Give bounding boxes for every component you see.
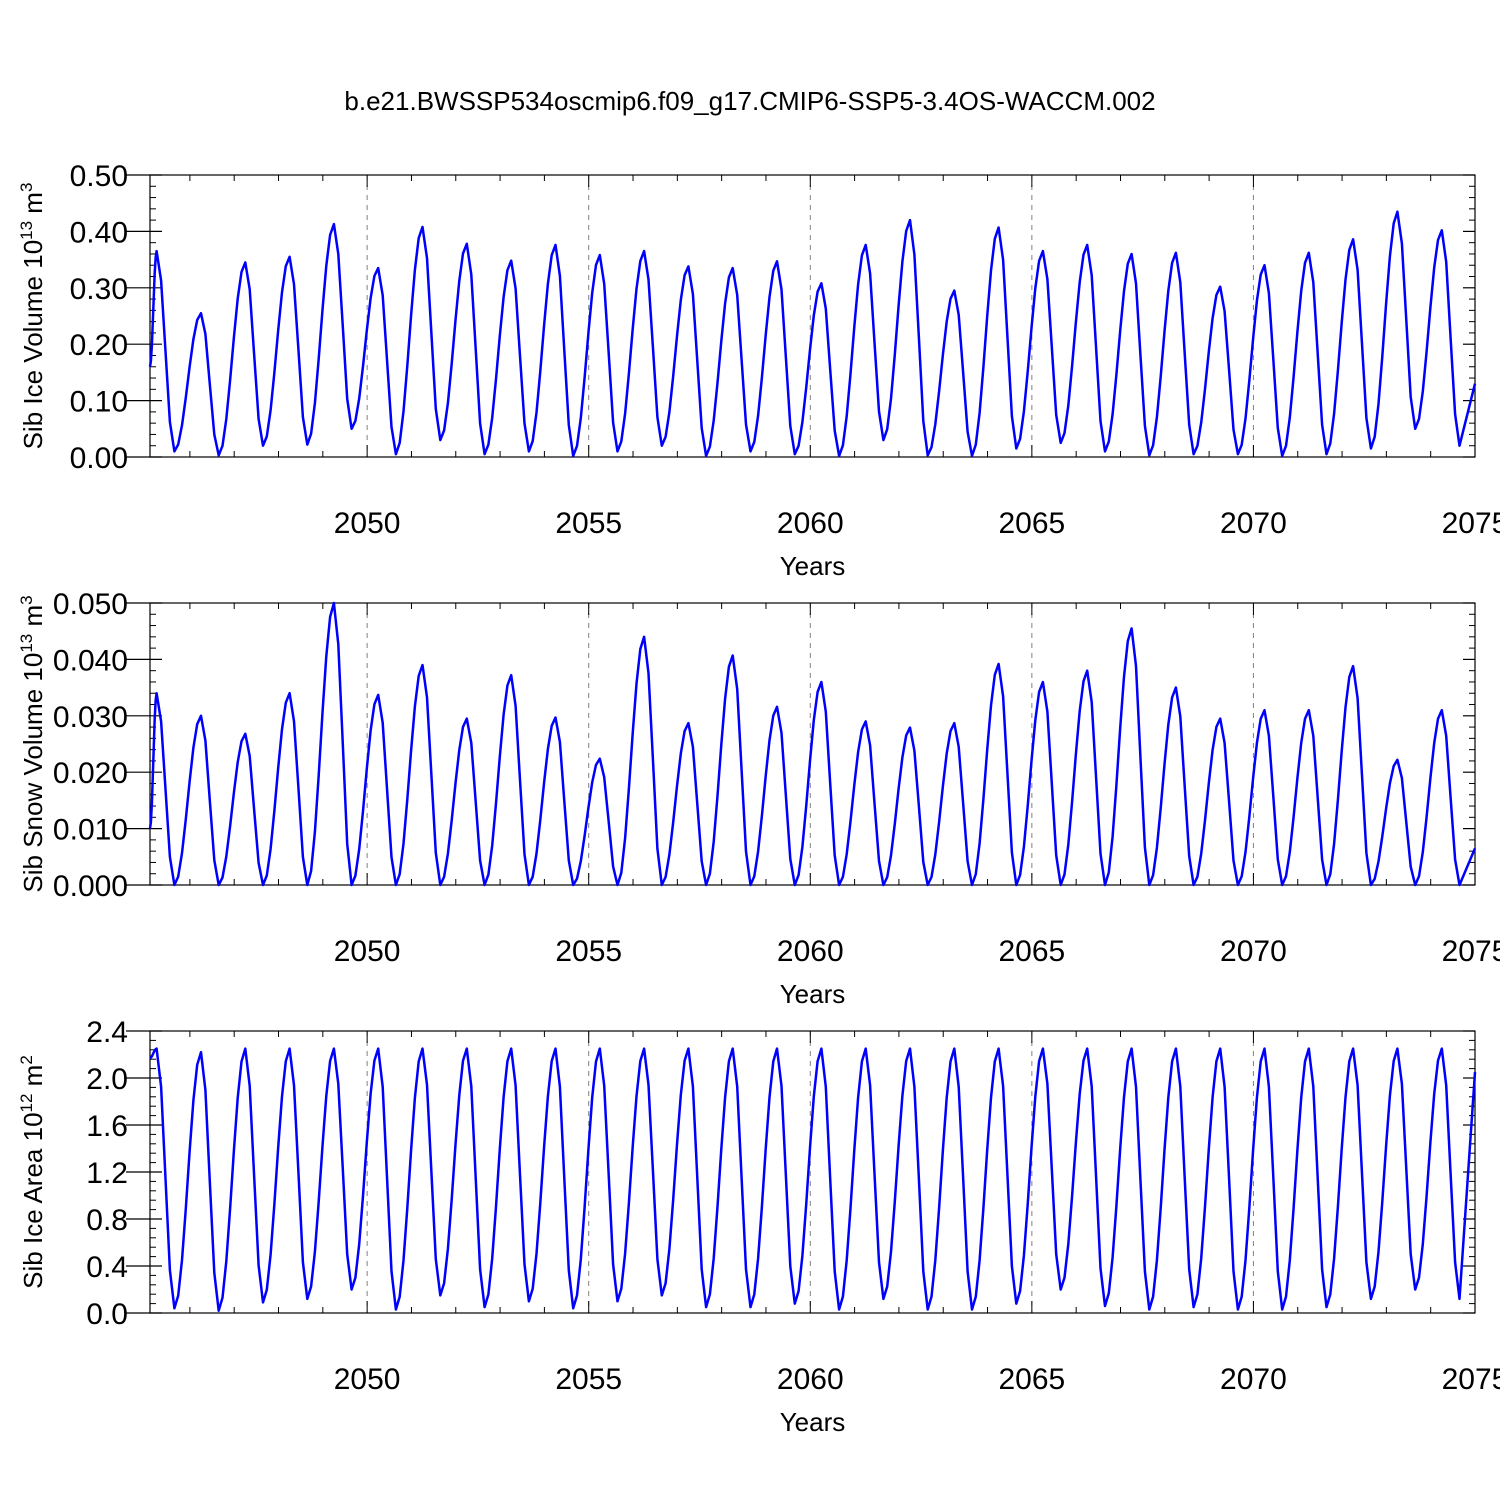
plot-frame (149, 602, 1476, 886)
y-tick-label: 1.6 (86, 1110, 128, 1143)
panel-2: 0.000 0.010 0.020 0.030 0.040 0.050 2050 2055 20… (17, 588, 1500, 1009)
y-tick-label: 0.40 (70, 216, 128, 249)
y-tick-label: 0.20 (70, 329, 128, 362)
x-tick-label-2050: 2050 (334, 507, 401, 540)
x-tick-label-2050: 2050 (334, 935, 401, 968)
y-axis-title: Sib Ice Area 1012 m2 (17, 1055, 48, 1289)
x-tick-label-2060: 2060 (777, 935, 844, 968)
y-tick-label: 0.020 (53, 757, 128, 790)
x-tick-label-2075: 2075 (1442, 507, 1500, 540)
panel-1: 0.00 0.10 0.20 0.30 0.40 0.50 2050 2055 2060 2065… (17, 160, 1500, 581)
x-tick-label-2055: 2055 (555, 1363, 622, 1396)
x-tick-label-2065: 2065 (998, 935, 1065, 968)
x-tick-label-2060: 2060 (777, 507, 844, 540)
x-tick-label-2075: 2075 (1442, 1363, 1500, 1396)
y-tick-label: 1.2 (86, 1157, 128, 1190)
y-tick-label: 0.050 (53, 588, 128, 621)
y-tick-label: 0.0 (86, 1298, 128, 1331)
y-tick-label: 0.4 (86, 1251, 128, 1284)
x-tick-label-2070: 2070 (1220, 507, 1287, 540)
x-tick-label-2070: 2070 (1220, 935, 1287, 968)
plot-frame (149, 174, 1476, 458)
series-line-3 (149, 1047, 1477, 1312)
y-tick-label: 0.030 (53, 701, 128, 734)
y-axis-title: Sib Snow Volume 1013 m3 (17, 595, 48, 892)
series-line-2 (148, 601, 1477, 887)
y-tick-label: 2.0 (86, 1063, 128, 1096)
y-tick-label: 0.10 (70, 386, 128, 419)
x-axis-title: Years (780, 1407, 846, 1437)
y-tick-label: 2.4 (86, 1016, 128, 1049)
y-tick-label: 0.50 (70, 160, 128, 193)
x-tick-label-2050: 2050 (334, 1363, 401, 1396)
y-tick-label: 0.000 (53, 870, 128, 903)
y-tick-label: 0.30 (70, 273, 128, 306)
x-tick-label-2055: 2055 (555, 507, 622, 540)
x-tick-label-2065: 2065 (998, 507, 1065, 540)
x-tick-label-2070: 2070 (1220, 1363, 1287, 1396)
y-tick-label: 0.040 (53, 644, 128, 677)
x-tick-label-2075: 2075 (1442, 935, 1500, 968)
panel-3: 0.0 0.4 0.8 1.2 1.6 2.0 2.4 2050 2055 2060 2065 207… (17, 1016, 1500, 1437)
x-axis-title: Years (780, 979, 846, 1009)
x-axis-title: Years (780, 551, 846, 581)
y-axis-title: Sib Ice Volume 1013 m3 (17, 183, 48, 450)
chart-title: b.e21.BWSSP534oscmip6.f09_g17.CMIP6-SSP5… (344, 86, 1155, 116)
series-line-1 (148, 210, 1477, 458)
y-tick-label: 0.010 (53, 814, 128, 847)
x-tick-label-2065: 2065 (998, 1363, 1065, 1396)
x-tick-label-2060: 2060 (777, 1363, 844, 1396)
x-tick-label-2055: 2055 (555, 935, 622, 968)
y-tick-label: 0.00 (70, 442, 128, 475)
y-tick-label: 0.8 (86, 1204, 128, 1237)
